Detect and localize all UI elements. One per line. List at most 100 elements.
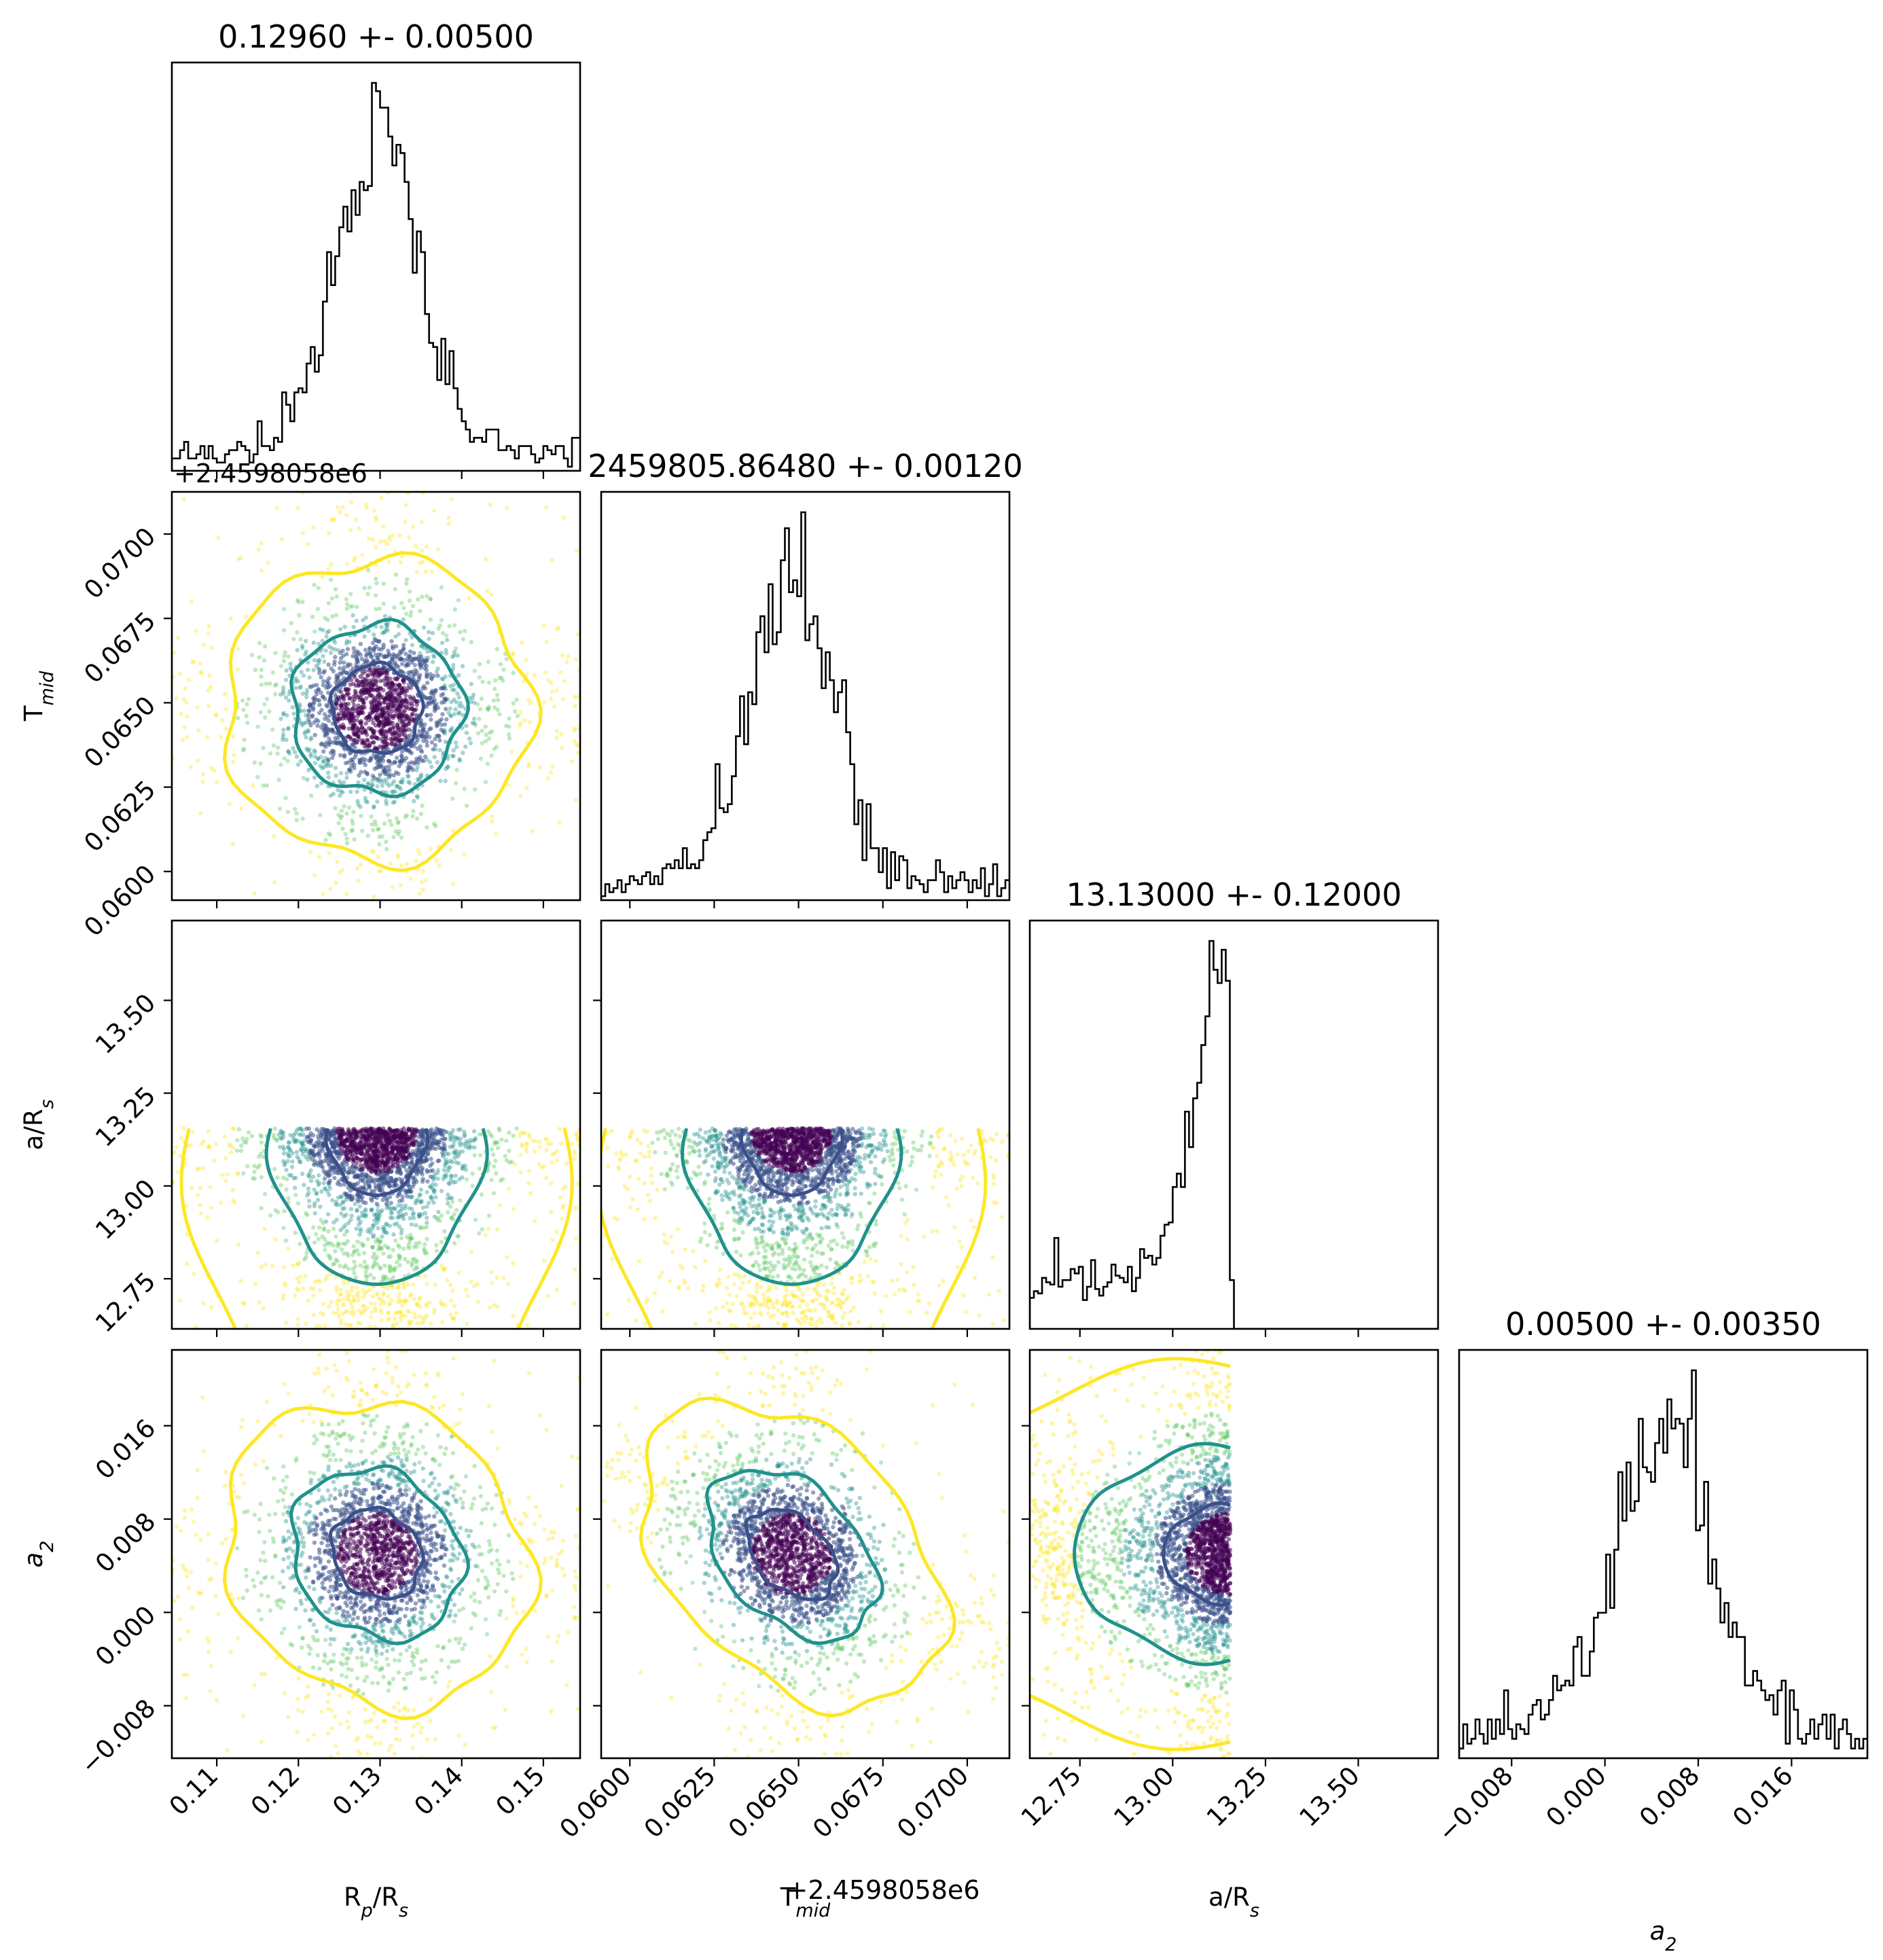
- sample-point: [294, 754, 300, 759]
- sample-point: [448, 1196, 452, 1200]
- sample-point: [446, 710, 451, 715]
- sample-point: [196, 728, 201, 733]
- sample-point: [506, 1186, 512, 1192]
- sample-point: [235, 667, 240, 672]
- sample-point: [350, 1194, 355, 1199]
- sample-point: [281, 712, 286, 717]
- sample-point: [504, 1158, 509, 1163]
- sample-point: [361, 1213, 367, 1217]
- sample-point: [293, 685, 298, 690]
- sample-point: [207, 624, 211, 628]
- sample-point: [349, 1213, 354, 1218]
- sample-point: [320, 766, 325, 770]
- sample-point: [278, 692, 283, 697]
- sample-point: [440, 1302, 445, 1306]
- sample-point: [524, 1141, 529, 1146]
- sample-point: [448, 1298, 454, 1303]
- sample-point: [511, 1261, 516, 1266]
- sample-point: [492, 747, 497, 751]
- sample-point: [368, 1272, 373, 1277]
- sample-point: [397, 1198, 402, 1204]
- sample-point: [398, 787, 403, 791]
- sample-point: [511, 1133, 516, 1138]
- sample-point: [348, 1298, 353, 1304]
- sample-point: [466, 1145, 471, 1151]
- sample-point: [359, 908, 363, 912]
- sample-point: [397, 533, 402, 538]
- sample-point: [306, 1298, 310, 1303]
- sample-point: [351, 1266, 355, 1272]
- sample-point: [315, 1198, 321, 1202]
- sample-point: [384, 1222, 389, 1227]
- sample-point: [182, 725, 187, 730]
- sample-point: [228, 1150, 233, 1155]
- sample-point: [120, 1175, 124, 1179]
- sample-point: [318, 1288, 323, 1293]
- sample-point: [370, 1234, 376, 1239]
- sample-point: [371, 1223, 376, 1228]
- sample-point: [329, 646, 334, 651]
- sample-point: [542, 1164, 547, 1169]
- sample-point: [476, 1300, 481, 1304]
- sample-point: [245, 720, 250, 726]
- sample-point: [372, 819, 377, 824]
- sample-point: [393, 770, 399, 775]
- sample-point: [410, 1261, 414, 1266]
- sample-point: [349, 499, 354, 505]
- sample-point: [331, 669, 336, 674]
- sample-point: [689, 708, 694, 712]
- sample-point: [298, 1147, 304, 1153]
- sample-point: [759, 789, 764, 794]
- sample-point: [435, 1215, 440, 1221]
- sample-point: [307, 1204, 312, 1209]
- sample-point: [357, 1204, 362, 1209]
- sample-point: [423, 878, 428, 883]
- sample-point: [453, 1152, 459, 1156]
- sample-point: [370, 782, 375, 787]
- sample-point: [393, 1207, 397, 1211]
- sample-point: [461, 713, 465, 717]
- sample-point: [452, 1150, 458, 1155]
- sample-point: [418, 609, 423, 613]
- sample-point: [387, 1265, 392, 1270]
- sample-point: [334, 594, 339, 599]
- sample-point: [381, 688, 386, 693]
- sample-point: [607, 738, 611, 742]
- sample-point: [77, 1129, 81, 1133]
- sample-point: [507, 1148, 512, 1154]
- sample-point: [230, 842, 235, 847]
- sample-point: [371, 648, 376, 654]
- sample-point: [350, 818, 355, 823]
- sample-point: [360, 1213, 365, 1219]
- sample-point: [432, 706, 437, 711]
- sample-point: [493, 1158, 498, 1164]
- sample-point: [326, 662, 331, 667]
- sample-point: [208, 685, 213, 690]
- sample-point: [306, 713, 311, 718]
- sample-point: [164, 653, 168, 657]
- sample-point: [429, 1194, 433, 1199]
- sample-point: [400, 1213, 406, 1219]
- sample-point: [284, 1167, 289, 1173]
- sample-point: [255, 774, 260, 779]
- sample-point: [387, 1316, 392, 1321]
- sample-point: [381, 582, 386, 586]
- sample-point: [279, 716, 283, 721]
- sample-point: [340, 1207, 345, 1211]
- sample-point: [572, 739, 577, 744]
- sample-point: [384, 624, 389, 628]
- sample-point: [387, 1269, 393, 1274]
- sample-point: [412, 1245, 416, 1249]
- sample-point: [301, 776, 306, 781]
- sample-point: [424, 1313, 429, 1318]
- sample-point: [282, 756, 287, 761]
- sample-point: [361, 1287, 365, 1292]
- sample-point: [458, 1005, 462, 1009]
- sample-point: [380, 1208, 384, 1213]
- sample-point: [400, 1213, 405, 1217]
- sample-point: [300, 1128, 305, 1133]
- sample-point: [396, 1192, 401, 1196]
- sample-point: [383, 1230, 388, 1234]
- sample-point: [335, 1202, 340, 1207]
- sample-point: [334, 1234, 338, 1239]
